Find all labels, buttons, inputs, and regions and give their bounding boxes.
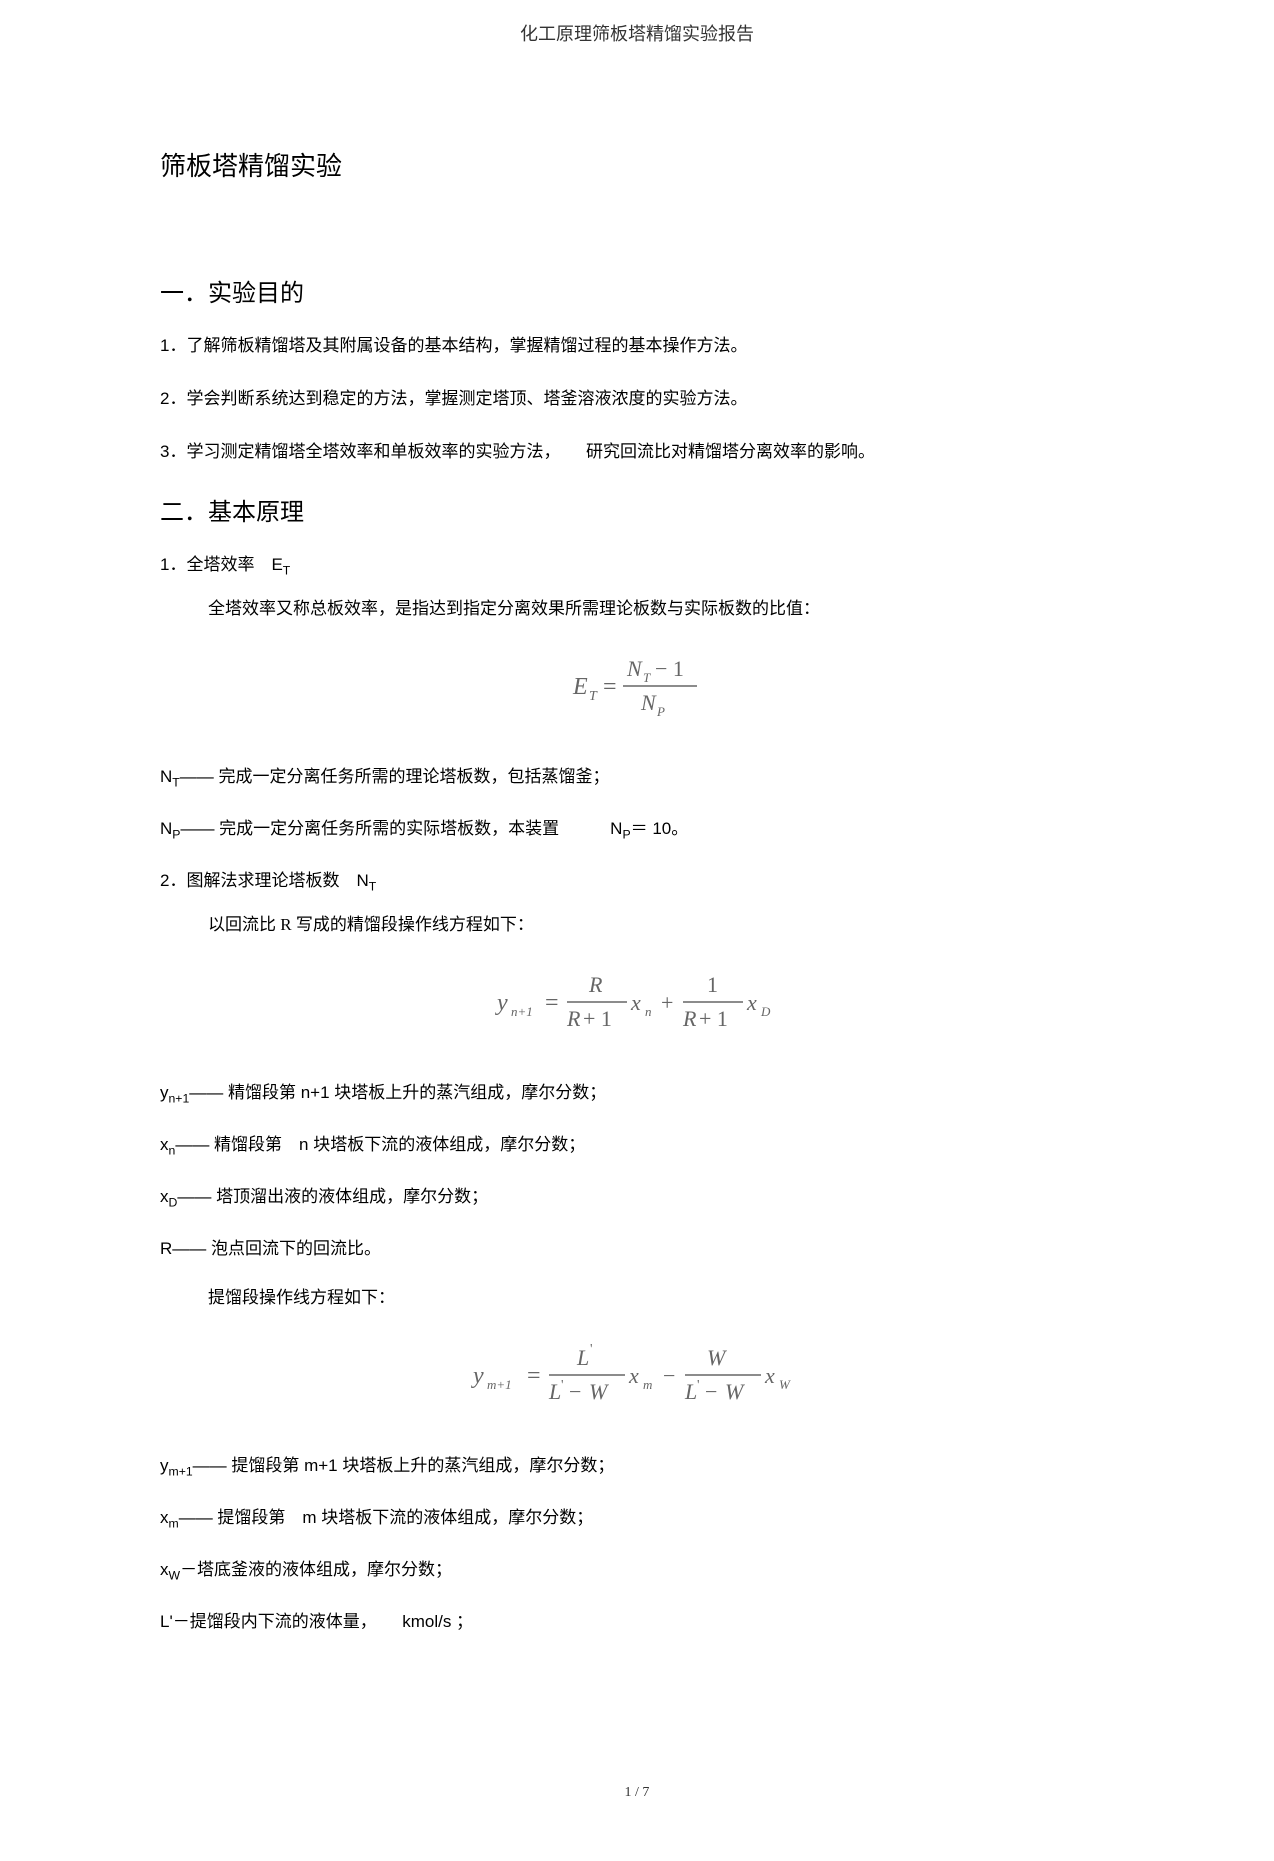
svg-text:W: W (707, 1345, 727, 1370)
svg-text:W: W (779, 1377, 791, 1392)
section-1-heading: 一．实验目的 (160, 273, 1114, 308)
def-np: NP—— 完成一定分离任务所需的实际塔板数，本装置 NP＝ 10。 (160, 815, 1114, 845)
def-yn1: yn+1—— 精馏段第 n+1 块塔板上升的蒸汽组成，摩尔分数； (160, 1079, 1114, 1109)
svg-text:−: − (663, 1363, 675, 1388)
svg-text:L: L (548, 1379, 561, 1404)
formula-et: E T = N T − 1 N P (160, 650, 1114, 725)
formula-ym1: y m+1 = L ' L ' − W x m − W L ' − W x W (160, 1339, 1114, 1414)
def-lp: L'－提馏段内下流的液体量， kmol/s ； (160, 1608, 1114, 1635)
section-2-heading: 二．基本原理 (160, 492, 1114, 527)
svg-text:x: x (628, 1363, 639, 1388)
svg-text:L: L (684, 1379, 697, 1404)
svg-text:': ' (561, 1378, 564, 1393)
def-r: R—— 泡点回流下的回流比。 (160, 1235, 1114, 1262)
def-nt: NT—— 完成一定分离任务所需的理论塔板数，包括蒸馏釜； (160, 763, 1114, 793)
svg-text:L: L (576, 1345, 589, 1370)
subitem-2-1-title: 1．全塔效率 ET (160, 551, 1114, 581)
page-header: 化工原理筛板塔精馏实验报告 (160, 20, 1114, 46)
objective-1: 1．了解筛板精馏塔及其附属设备的基本结构，掌握精馏过程的基本操作方法。 (160, 332, 1114, 359)
svg-text:=: = (527, 1363, 541, 1389)
def-xd: xD—— 塔顶溜出液的液体组成，摩尔分数； (160, 1183, 1114, 1213)
svg-text:x: x (630, 990, 641, 1015)
svg-text:m: m (643, 1377, 652, 1392)
objective-3: 3．学习测定精馏塔全塔效率和单板效率的实验方法， 研究回流比对精馏塔分离效率的影… (160, 438, 1114, 465)
svg-text:m+1: m+1 (487, 1377, 512, 1392)
formula-yn1: y n+1 = R R + 1 x n + 1 R + 1 x D (160, 966, 1114, 1041)
def-xn: xn—— 精馏段第 n 块塔板下流的液体组成，摩尔分数； (160, 1131, 1114, 1161)
svg-text:E: E (572, 674, 588, 700)
svg-text:−: − (705, 1379, 717, 1404)
svg-text:n: n (645, 1004, 652, 1019)
svg-text:+ 1: + 1 (583, 1006, 612, 1031)
subitem-2-2-title: 2．图解法求理论塔板数 NT (160, 867, 1114, 897)
svg-text:R: R (588, 972, 603, 997)
page-footer: 1 / 7 (160, 1785, 1114, 1801)
svg-text:T: T (589, 689, 598, 704)
subitem-2-2-desc: 以回流比 R 写成的精馏段操作线方程如下： (208, 911, 1114, 938)
svg-text:y: y (471, 1363, 484, 1389)
svg-text:=: = (603, 674, 617, 700)
svg-text:1: 1 (707, 972, 718, 997)
svg-text:x: x (746, 990, 757, 1015)
svg-text:=: = (545, 990, 559, 1016)
svg-text:N: N (626, 656, 643, 681)
svg-text:': ' (697, 1378, 700, 1393)
svg-text:W: W (589, 1379, 609, 1404)
svg-text:N: N (640, 690, 657, 715)
def-xw: xW－塔底釜液的液体组成，摩尔分数； (160, 1556, 1114, 1586)
objective-2: 2．学会判断系统达到稳定的方法，掌握测定塔顶、塔釜溶液浓度的实验方法。 (160, 385, 1114, 412)
svg-text:D: D (760, 1004, 771, 1019)
def-ym1: ym+1—— 提馏段第 m+1 块塔板上升的蒸汽组成，摩尔分数； (160, 1452, 1114, 1482)
svg-text:R: R (682, 1006, 697, 1031)
svg-text:− 1: − 1 (655, 656, 684, 681)
document-title: 筛板塔精馏实验 (160, 146, 1114, 183)
svg-text:x: x (764, 1363, 775, 1388)
svg-text:P: P (656, 704, 665, 719)
svg-text:+ 1: + 1 (699, 1006, 728, 1031)
svg-text:−: − (569, 1379, 581, 1404)
svg-text:+: + (661, 990, 673, 1015)
def-xm: xm—— 提馏段第 m 块塔板下流的液体组成，摩尔分数； (160, 1504, 1114, 1534)
svg-text:T: T (643, 670, 651, 685)
svg-text:': ' (590, 1342, 593, 1357)
svg-text:n+1: n+1 (511, 1004, 533, 1019)
svg-text:R: R (566, 1006, 581, 1031)
subitem-2-1-desc: 全塔效率又称总板效率，是指达到指定分离效果所需理论板数与实际板数的比值： (208, 595, 1114, 622)
svg-text:W: W (725, 1379, 745, 1404)
svg-text:y: y (495, 990, 508, 1016)
strip-desc: 提馏段操作线方程如下： (208, 1284, 1114, 1311)
